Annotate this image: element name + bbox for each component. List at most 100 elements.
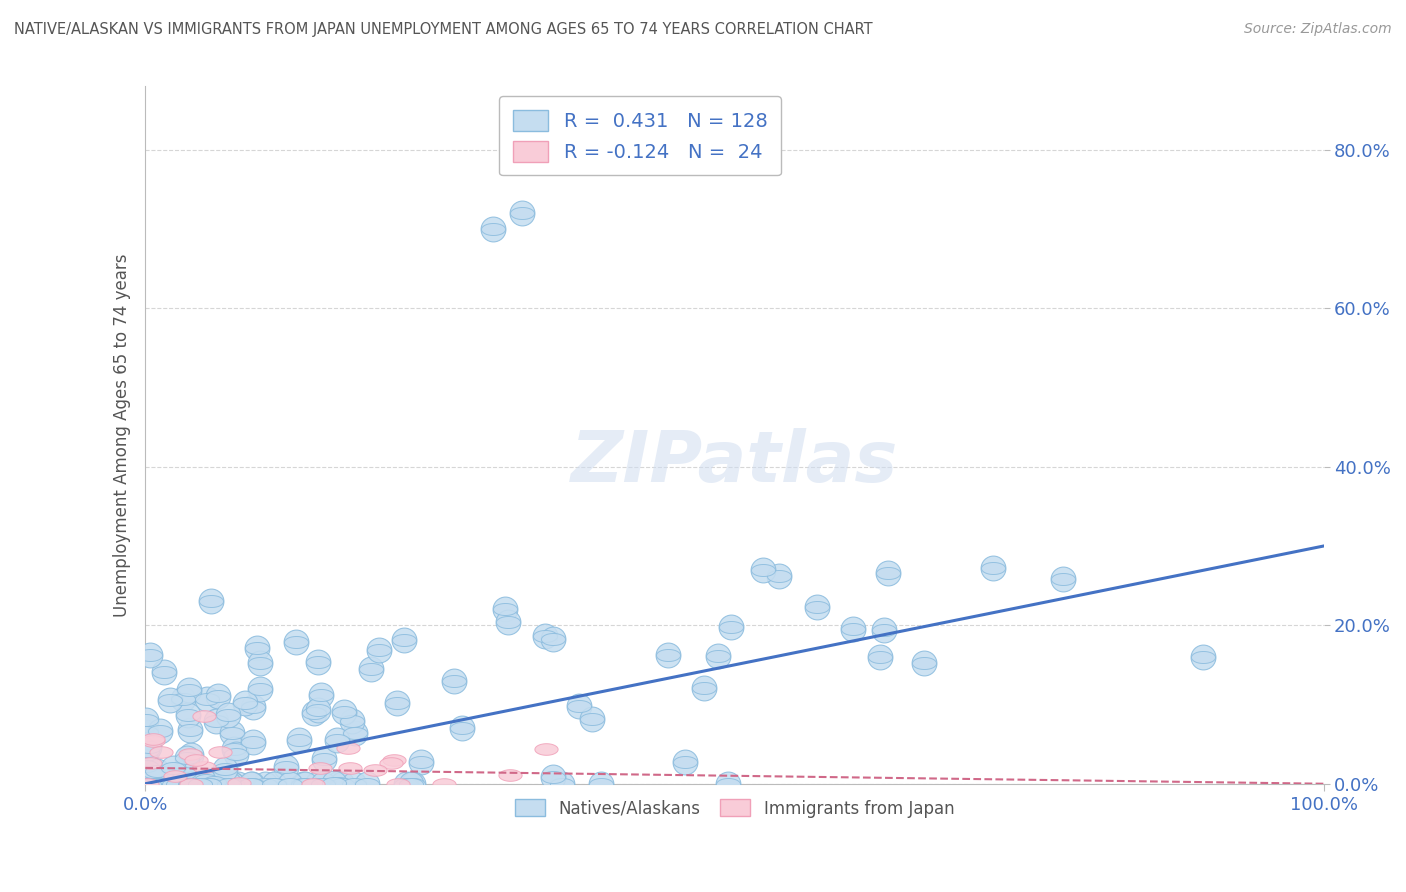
Point xyxy=(177,707,200,722)
Point xyxy=(195,692,218,706)
Point xyxy=(312,777,335,791)
Point xyxy=(541,770,564,784)
Point xyxy=(342,714,364,729)
Point xyxy=(204,714,226,728)
Point xyxy=(323,776,346,790)
Point xyxy=(302,706,325,720)
Point xyxy=(167,777,190,791)
Point xyxy=(200,594,222,608)
Point xyxy=(228,776,250,790)
Point xyxy=(221,777,243,791)
Point xyxy=(188,777,211,791)
Point xyxy=(443,673,465,688)
Point xyxy=(226,777,249,791)
Point xyxy=(402,777,425,791)
Point xyxy=(165,769,187,783)
Point xyxy=(876,566,898,580)
Point xyxy=(568,698,591,713)
Point xyxy=(356,777,378,791)
Point xyxy=(399,777,422,791)
Point xyxy=(225,747,247,762)
Point xyxy=(342,777,364,791)
Point xyxy=(194,773,217,788)
Point xyxy=(136,777,159,791)
Point xyxy=(150,745,173,759)
Point xyxy=(135,758,157,772)
Point xyxy=(138,769,160,783)
Point xyxy=(364,763,387,777)
Point xyxy=(291,777,314,791)
Point xyxy=(581,712,603,726)
Point xyxy=(202,775,225,789)
Point xyxy=(336,740,359,755)
Point xyxy=(135,725,157,739)
Point xyxy=(673,756,696,770)
Point xyxy=(302,706,325,720)
Point xyxy=(720,620,742,634)
Point xyxy=(204,714,226,728)
Point xyxy=(149,723,172,738)
Point xyxy=(288,732,311,747)
Point xyxy=(360,662,382,676)
Point xyxy=(197,777,219,791)
Point xyxy=(138,777,160,791)
Point xyxy=(222,741,245,756)
Point xyxy=(173,766,195,780)
Point xyxy=(135,777,157,791)
Point xyxy=(328,776,350,790)
Point xyxy=(912,656,935,670)
Point xyxy=(187,777,209,791)
Point xyxy=(148,777,170,791)
Point xyxy=(146,764,169,779)
Point xyxy=(136,744,159,758)
Point xyxy=(263,777,285,791)
Point xyxy=(280,777,302,791)
Point xyxy=(433,777,456,791)
Point xyxy=(152,665,174,680)
Point xyxy=(179,777,201,791)
Point xyxy=(209,777,232,791)
Point xyxy=(172,692,194,706)
Point xyxy=(136,744,159,758)
Point xyxy=(177,707,200,722)
Point xyxy=(207,690,229,704)
Point xyxy=(249,656,271,670)
Point xyxy=(307,703,329,717)
Point xyxy=(180,747,202,762)
Point xyxy=(172,692,194,706)
Point xyxy=(496,615,519,629)
Point xyxy=(139,756,162,771)
Point xyxy=(202,777,225,791)
Point xyxy=(307,655,329,669)
Point xyxy=(284,635,307,649)
Point xyxy=(138,740,160,755)
Point xyxy=(233,697,256,711)
Point xyxy=(222,741,245,756)
Point xyxy=(399,777,422,791)
Point xyxy=(142,764,165,779)
Point xyxy=(395,777,418,791)
Point xyxy=(806,599,828,614)
Point xyxy=(693,681,716,695)
Point xyxy=(138,740,160,755)
Point xyxy=(591,777,613,791)
Point xyxy=(411,756,433,770)
Point xyxy=(591,777,613,791)
Point xyxy=(249,681,271,696)
Point xyxy=(194,773,217,788)
Point xyxy=(541,632,564,646)
Point xyxy=(195,692,218,706)
Point xyxy=(274,760,297,774)
Point xyxy=(751,563,773,577)
Point xyxy=(142,734,165,748)
Point xyxy=(138,777,160,791)
Point xyxy=(482,222,505,236)
Point xyxy=(211,777,233,791)
Point xyxy=(720,620,742,634)
Point xyxy=(167,777,190,791)
Point xyxy=(869,650,891,665)
Text: ZIPatlas: ZIPatlas xyxy=(571,428,898,498)
Point xyxy=(135,758,157,772)
Point xyxy=(328,776,350,790)
Point xyxy=(163,777,186,791)
